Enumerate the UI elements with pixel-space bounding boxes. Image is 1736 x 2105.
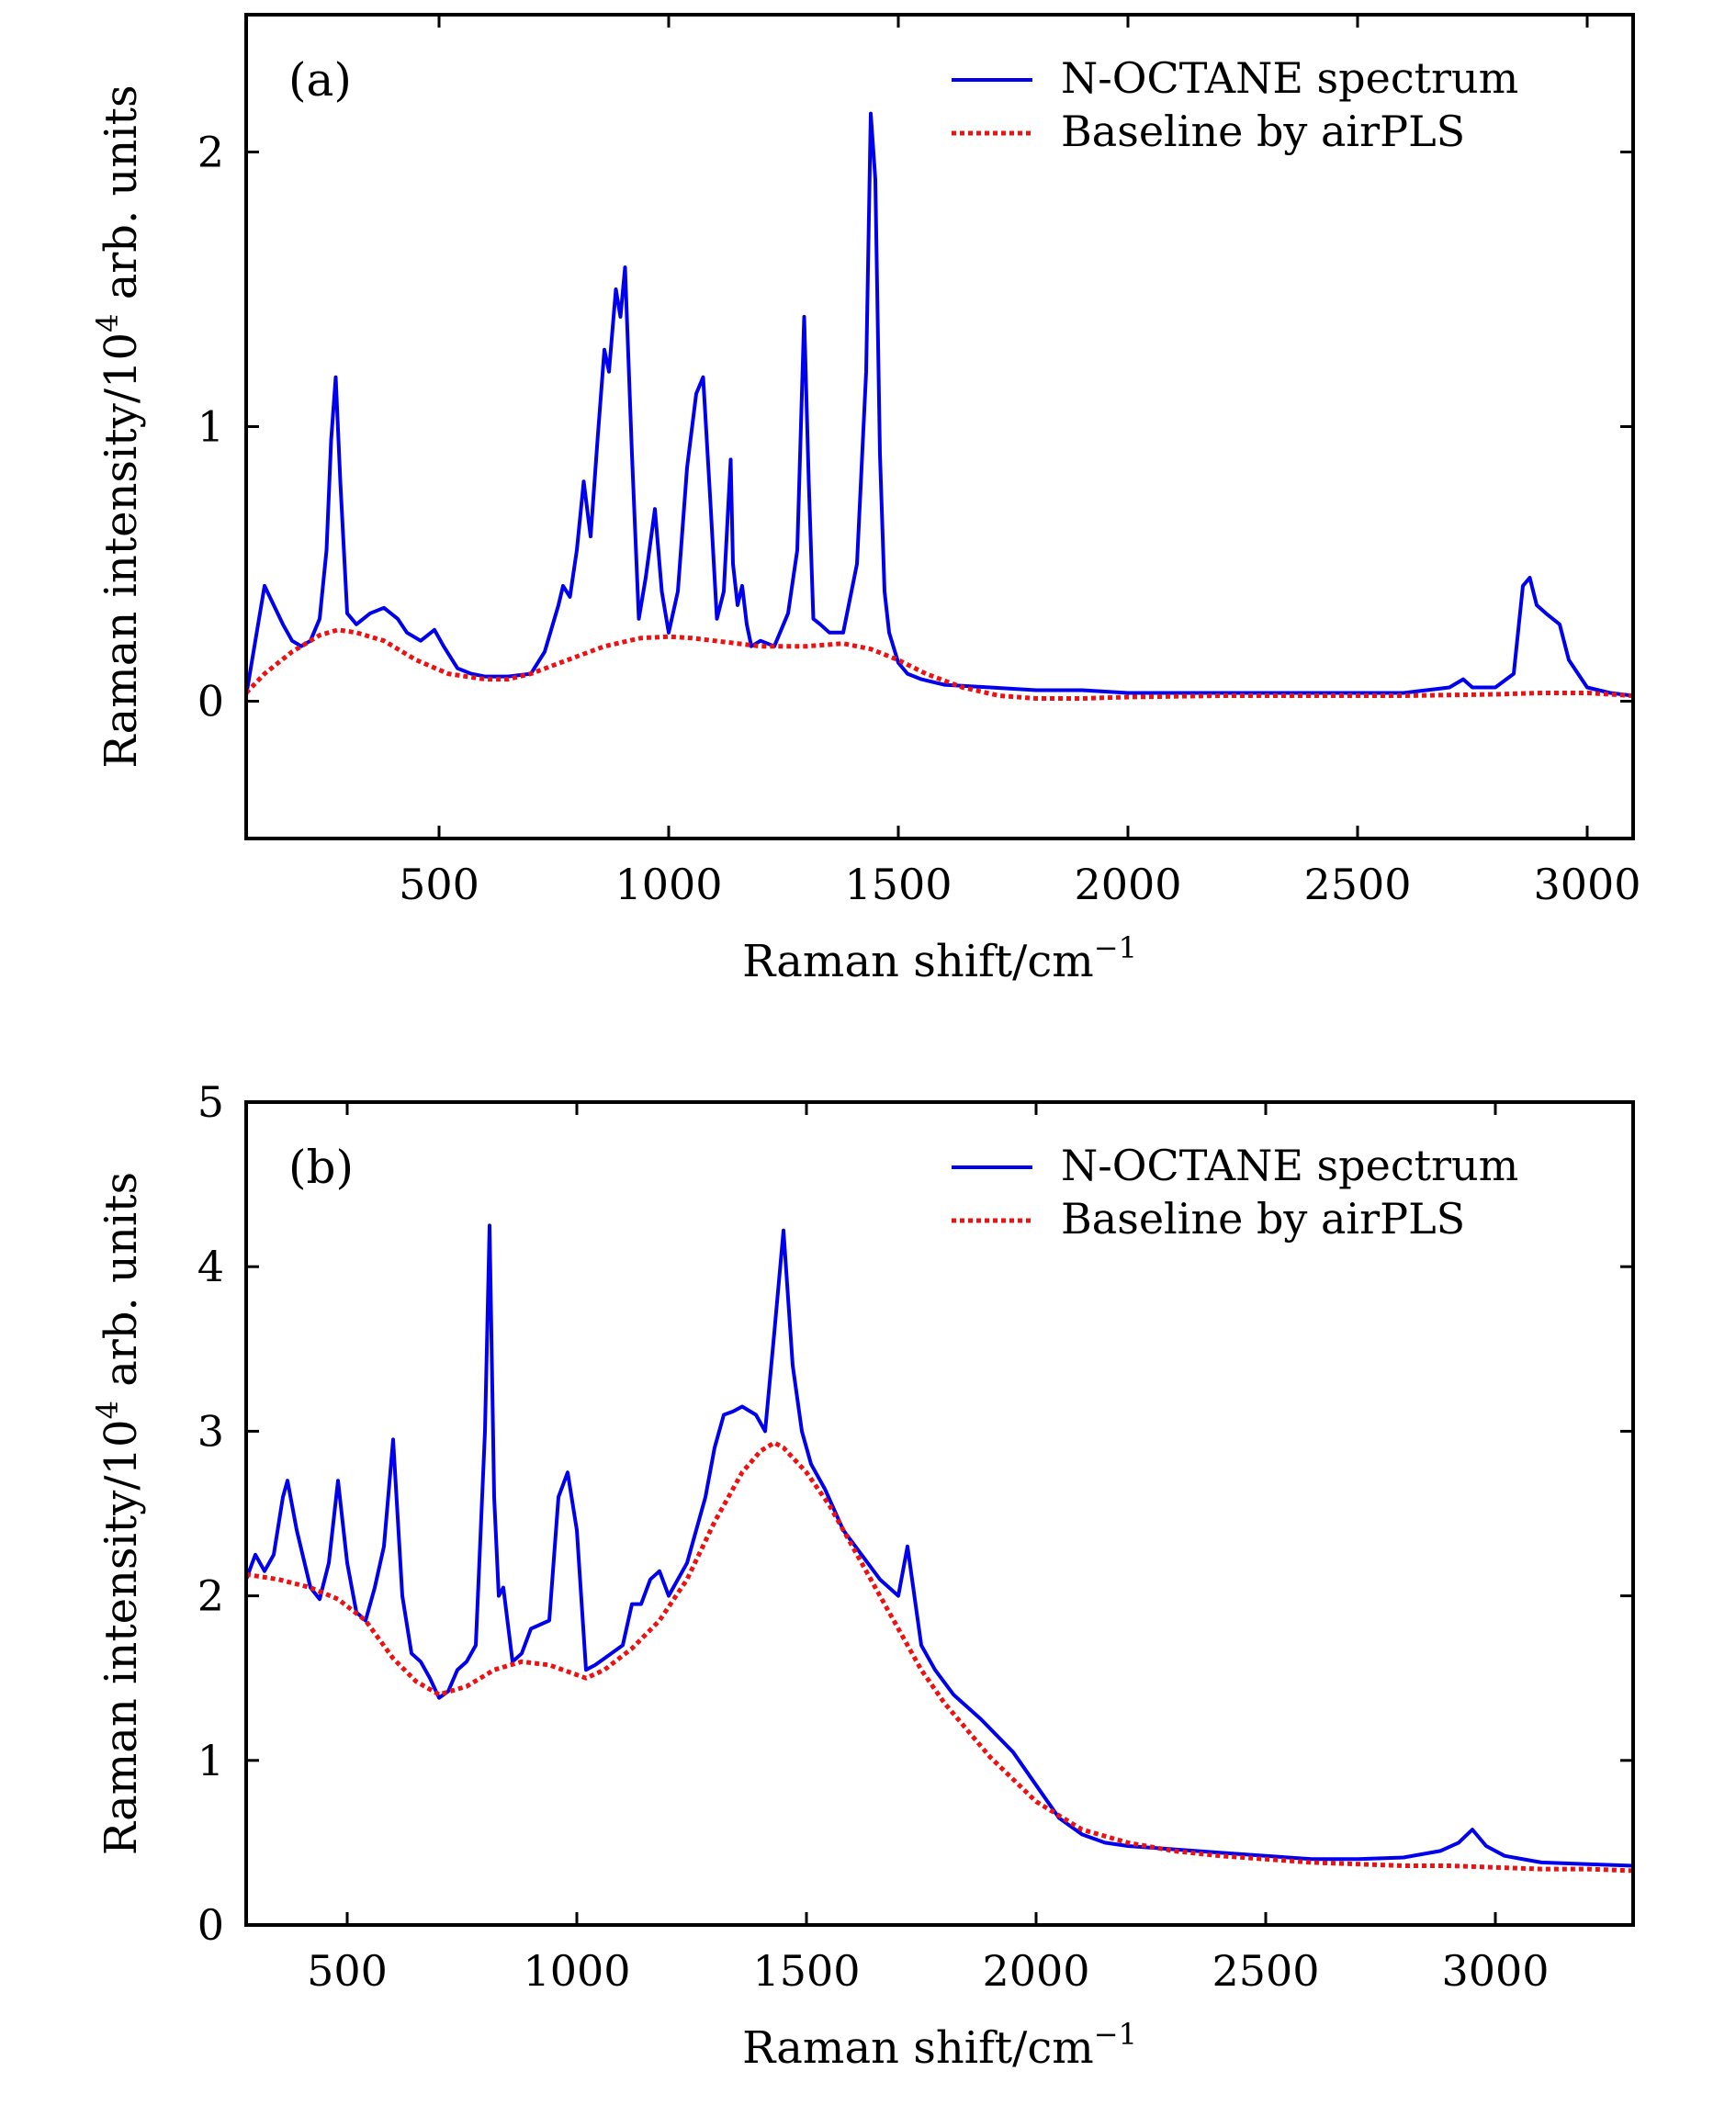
- x-tick-label: 1000: [523, 1946, 630, 1996]
- y-tick-label: 0: [197, 677, 224, 726]
- baseline-line: [246, 627, 1633, 701]
- panel-a: 500 1000 1500 2000 2500 3000 0 1 2 Raman shift/cm…: [90, 13, 1641, 987]
- x-tick-label: 2500: [1212, 1946, 1319, 1996]
- panel-label: (b): [288, 1141, 354, 1194]
- plot-frame: [244, 1100, 1635, 1927]
- x-tick-label: 500: [399, 860, 479, 909]
- y-tick-label: 0: [197, 1900, 224, 1950]
- y-tick-label: 3: [197, 1406, 224, 1456]
- y-tick-label: 2: [197, 1571, 224, 1621]
- x-tick-label: 1500: [844, 860, 952, 909]
- y-axis-title: Raman intensity/104 arb. units: [90, 84, 147, 768]
- y-tick-label: 5: [197, 1077, 224, 1127]
- legend-entry: N-OCTANE spectrum: [1061, 53, 1518, 103]
- y-tick-label: 1: [197, 1736, 224, 1785]
- x-tick-label: 2500: [1303, 860, 1411, 909]
- spectrum-line: [246, 111, 1633, 698]
- legend-entry: Baseline by airPLS: [1061, 1194, 1465, 1244]
- y-axis-title: Raman intensity/104 arb. units: [90, 1172, 147, 1855]
- legend-entry: N-OCTANE spectrum: [1061, 1141, 1518, 1190]
- x-tick-label: 2000: [1074, 860, 1181, 909]
- panel-label: (a): [288, 53, 352, 107]
- spectrum-line: [246, 1223, 1633, 1868]
- x-tick-label: 2000: [982, 1946, 1089, 1996]
- panel-b: 500 1000 1500 2000 2500 3000 0 1 2 3 4 5 Raman shift…: [90, 1077, 1635, 2074]
- x-tick-label: 3000: [1533, 860, 1640, 909]
- y-tick-label: 2: [197, 128, 224, 177]
- x-tick-label: 3000: [1441, 1946, 1549, 1996]
- x-axis-title: Raman shift/cm−1: [742, 930, 1137, 987]
- x-axis-title: Raman shift/cm−1: [742, 2017, 1137, 2074]
- y-tick-label: 1: [197, 402, 224, 452]
- baseline-line: [246, 1440, 1633, 1874]
- y-tick-label: 4: [197, 1242, 224, 1291]
- x-tick-label: 1500: [752, 1946, 860, 1996]
- x-tick-label: 500: [307, 1946, 388, 1996]
- x-tick-label: 1000: [614, 860, 722, 909]
- legend-entry: Baseline by airPLS: [1061, 107, 1465, 156]
